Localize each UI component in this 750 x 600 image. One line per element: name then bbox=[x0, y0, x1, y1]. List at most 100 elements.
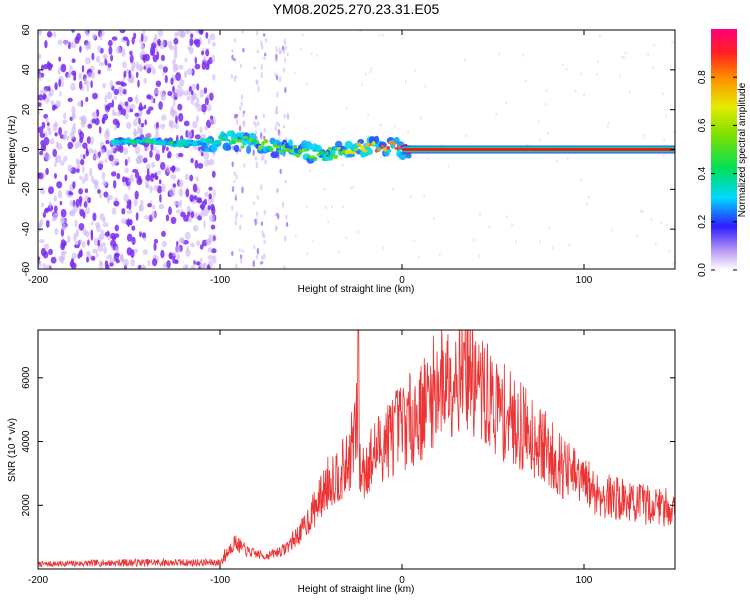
noise-speck bbox=[173, 37, 179, 45]
noise-speck bbox=[169, 187, 174, 197]
noise-speck bbox=[48, 91, 52, 98]
noise-speck bbox=[102, 222, 109, 228]
noise-speck bbox=[108, 254, 112, 260]
noise-speck bbox=[147, 203, 152, 208]
colorbar-ticks: 0.0 0.2 0.4 0.6 0.8 bbox=[697, 70, 737, 277]
noise-speck bbox=[113, 180, 117, 189]
noise-speck bbox=[129, 54, 134, 64]
noise-speck bbox=[140, 43, 144, 49]
ridge-blob bbox=[214, 140, 219, 144]
noise-speck bbox=[74, 244, 80, 249]
ridge-blob bbox=[382, 147, 388, 152]
noise-speck bbox=[45, 96, 50, 104]
noise-speck bbox=[205, 49, 210, 57]
noise-speck bbox=[274, 124, 277, 132]
noise-speck bbox=[48, 201, 52, 208]
noise-speck bbox=[58, 78, 62, 88]
noise-speck bbox=[194, 134, 201, 140]
y-tick-label: 40 bbox=[21, 64, 32, 76]
noise-speck bbox=[255, 30, 259, 36]
noise-speck bbox=[169, 120, 176, 129]
noise-speck bbox=[161, 114, 167, 121]
noise-speck bbox=[424, 84, 427, 88]
noise-speck bbox=[166, 146, 169, 152]
noise-speck bbox=[324, 206, 327, 210]
noise-speck bbox=[622, 55, 625, 59]
noise-speck bbox=[75, 229, 79, 238]
x-tick-label: -100 bbox=[210, 275, 230, 286]
noise-speck bbox=[138, 117, 141, 125]
noise-speck bbox=[65, 189, 70, 196]
spectrogram-y-ticks: -60 -40 -20 0 20 40 60 bbox=[21, 24, 675, 276]
noise-speck bbox=[185, 188, 190, 198]
noise-speck bbox=[66, 135, 70, 141]
noise-speck bbox=[257, 121, 260, 127]
noise-speck bbox=[146, 94, 152, 100]
noise-speck bbox=[54, 173, 57, 179]
noise-speck bbox=[199, 204, 206, 209]
noise-speck bbox=[114, 224, 120, 232]
noise-speck bbox=[195, 261, 201, 266]
noise-speck bbox=[129, 50, 133, 56]
noise-speck bbox=[139, 231, 142, 238]
noise-speck bbox=[156, 149, 161, 155]
noise-speck bbox=[114, 124, 117, 131]
noise-speck bbox=[130, 249, 135, 259]
noise-speck bbox=[243, 120, 246, 128]
noise-speck bbox=[44, 152, 51, 161]
noise-speck bbox=[80, 158, 85, 166]
noise-speck bbox=[310, 52, 313, 56]
ridge-blob bbox=[350, 151, 356, 155]
noise-speck bbox=[43, 243, 50, 250]
noise-speck bbox=[283, 113, 286, 120]
noise-speck bbox=[562, 63, 564, 67]
noise-speck bbox=[672, 261, 675, 265]
noise-speck bbox=[106, 91, 113, 100]
noise-speck bbox=[93, 154, 100, 160]
noise-speck bbox=[212, 74, 216, 81]
noise-speck bbox=[72, 181, 76, 189]
noise-speck bbox=[177, 84, 182, 90]
noise-speck bbox=[85, 96, 89, 103]
ridge-blob bbox=[365, 142, 371, 148]
noise-speck bbox=[110, 146, 114, 155]
noise-speck bbox=[255, 254, 259, 260]
noise-speck bbox=[42, 212, 47, 218]
ridge-blob bbox=[223, 135, 228, 140]
x-tick-label: 0 bbox=[399, 275, 405, 286]
noise-speck bbox=[89, 167, 93, 177]
noise-speck bbox=[119, 89, 123, 97]
noise-speck bbox=[146, 168, 150, 177]
noise-speck bbox=[263, 239, 266, 244]
noise-speck bbox=[234, 214, 238, 221]
noise-speck bbox=[254, 156, 257, 161]
noise-speck bbox=[208, 193, 212, 200]
noise-speck bbox=[488, 225, 491, 229]
noise-speck bbox=[75, 198, 80, 208]
noise-speck bbox=[283, 265, 286, 269]
ridge-blob bbox=[141, 139, 146, 143]
noise-speck bbox=[255, 217, 259, 226]
noise-speck bbox=[44, 207, 50, 212]
noise-speck bbox=[641, 209, 644, 214]
noise-speck bbox=[58, 127, 62, 136]
x-tick-label: 0 bbox=[399, 575, 405, 586]
noise-speck bbox=[282, 124, 286, 129]
noise-speck bbox=[189, 38, 194, 47]
noise-speck bbox=[236, 118, 239, 126]
noise-speck bbox=[174, 45, 178, 54]
ridge-blob bbox=[327, 146, 332, 151]
ridge-halo bbox=[335, 140, 343, 148]
noise-speck bbox=[104, 58, 108, 66]
noise-speck bbox=[155, 152, 161, 162]
noise-speck bbox=[261, 230, 264, 238]
noise-speck bbox=[106, 255, 110, 260]
noise-speck bbox=[661, 92, 664, 96]
noise-speck bbox=[538, 138, 541, 142]
noise-speck bbox=[134, 171, 140, 179]
noise-speck bbox=[52, 216, 57, 222]
noise-speck bbox=[193, 195, 198, 200]
noise-speck bbox=[108, 46, 113, 55]
noise-speck bbox=[157, 38, 161, 46]
noise-speck bbox=[72, 122, 77, 129]
